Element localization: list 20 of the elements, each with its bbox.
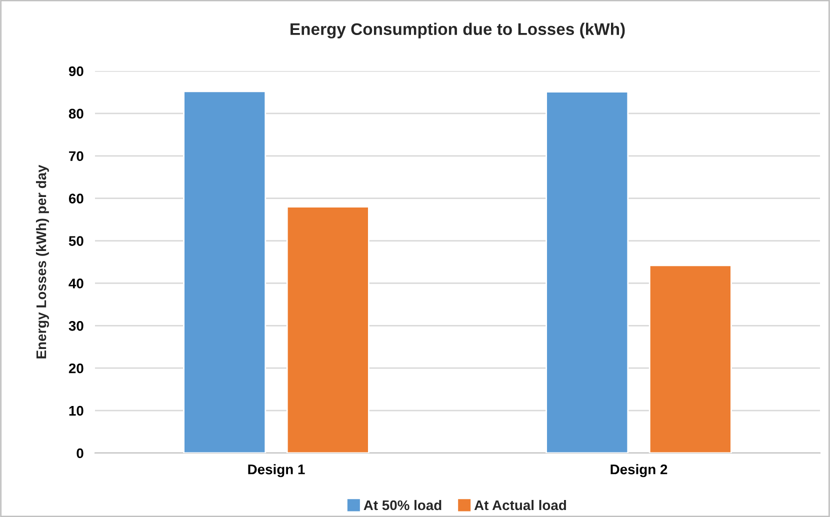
y-tick-label: 30 <box>68 321 84 331</box>
legend-label: At Actual load <box>474 500 566 510</box>
y-tick-label: 90 <box>68 66 84 76</box>
y-tick-label: 20 <box>68 363 84 374</box>
bar <box>183 90 266 453</box>
y-tick-label: 10 <box>69 406 84 416</box>
legend-label: At 50% load <box>364 500 442 510</box>
bar <box>546 91 629 453</box>
bar <box>648 264 732 453</box>
y-tick-label: 80 <box>68 108 84 119</box>
chart-title: Energy Consumption due to Losses (kWh) <box>290 22 625 38</box>
x-tick-label: Design 2 <box>610 464 668 478</box>
y-tick-label: 60 <box>68 194 84 204</box>
bar <box>286 206 370 453</box>
y-tick-label: 50 <box>68 236 84 246</box>
y-tick-label: 0 <box>76 448 84 458</box>
x-tick-label: Design 1 <box>248 464 305 478</box>
y-tick-label: 40 <box>68 278 84 288</box>
y-axis-title: Energy Losses (kWh) per day <box>36 164 49 358</box>
y-tick-label: 70 <box>69 151 84 162</box>
